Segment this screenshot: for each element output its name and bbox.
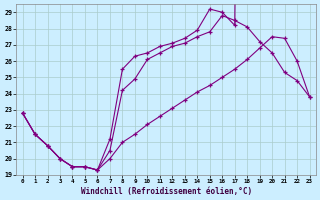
X-axis label: Windchill (Refroidissement éolien,°C): Windchill (Refroidissement éolien,°C) <box>81 187 252 196</box>
